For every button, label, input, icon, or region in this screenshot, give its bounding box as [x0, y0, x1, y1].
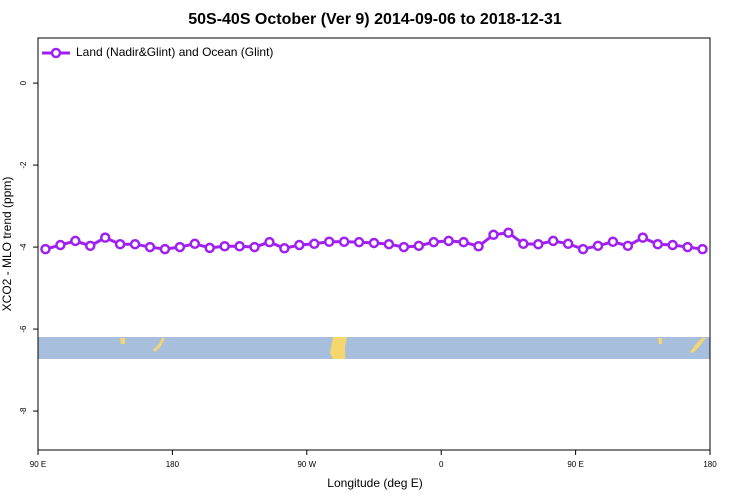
point — [443, 235, 454, 247]
point — [413, 240, 425, 252]
point — [383, 238, 395, 250]
point — [85, 240, 96, 252]
point — [189, 238, 201, 250]
legend-marker — [50, 47, 62, 59]
legend: Land (Nadir&Glint) and Ocean (Glint) — [42, 45, 273, 59]
y-tick-label: 0 — [19, 80, 28, 85]
point — [323, 236, 335, 247]
point — [309, 238, 320, 250]
point — [144, 241, 156, 253]
point — [55, 239, 66, 251]
point — [547, 235, 559, 247]
plot-frame — [37, 37, 711, 451]
point — [159, 243, 171, 255]
point — [353, 236, 365, 248]
point — [488, 229, 499, 241]
point — [697, 243, 708, 255]
point — [264, 236, 275, 248]
point — [533, 238, 544, 250]
y-tick-label: -2 — [19, 161, 28, 169]
point — [219, 241, 230, 252]
point — [204, 242, 215, 254]
y-axis-label: XCO2 - MLO trend (ppm) — [0, 177, 14, 312]
point — [458, 236, 469, 248]
point — [562, 238, 574, 250]
x-tick-label: 90 E — [30, 460, 46, 469]
point — [577, 243, 589, 255]
point — [518, 238, 529, 250]
point — [503, 227, 514, 238]
point — [174, 241, 186, 253]
point — [398, 241, 410, 253]
point — [114, 238, 126, 250]
point — [592, 240, 604, 252]
point — [652, 238, 663, 250]
point — [294, 239, 305, 251]
point — [622, 240, 634, 252]
x-tick-label: 0 — [439, 460, 444, 469]
point — [607, 236, 619, 247]
point — [249, 241, 260, 253]
y-tick-label: -6 — [19, 325, 28, 333]
point — [279, 243, 290, 254]
map-strip — [38, 337, 710, 359]
chart-title: 50S-40S October (Ver 9) 2014-09-06 to 20… — [188, 11, 562, 28]
point — [682, 241, 693, 253]
point — [338, 236, 350, 247]
x-tick-label: 90 W — [297, 460, 316, 469]
y-tick-label: -4 — [19, 243, 28, 251]
point — [473, 241, 484, 252]
point — [70, 235, 81, 247]
point — [234, 241, 245, 252]
point — [99, 232, 111, 243]
point — [129, 238, 141, 250]
point — [637, 232, 649, 243]
point — [368, 237, 380, 249]
x-tick-label: 90 E — [567, 460, 583, 469]
x-tick-label: 180 — [166, 460, 180, 469]
legend-label: Land (Nadir&Glint) and Ocean (Glint) — [76, 45, 273, 59]
x-axis-label: Longitude (deg E) — [327, 476, 422, 490]
y-tick-label: -8 — [19, 407, 28, 415]
point — [667, 239, 678, 251]
point — [428, 236, 439, 248]
x-tick-label: 180 — [703, 460, 717, 469]
point — [40, 243, 51, 255]
